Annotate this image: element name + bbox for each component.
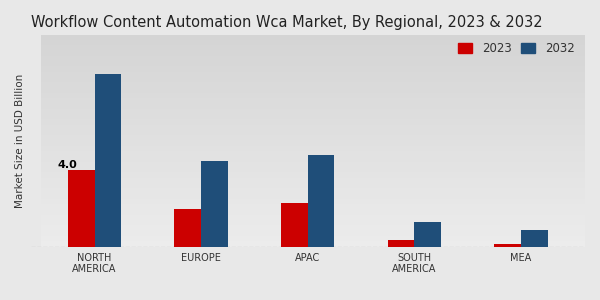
Y-axis label: Market Size in USD Billion: Market Size in USD Billion <box>15 74 25 208</box>
Bar <box>415 222 441 247</box>
Bar <box>494 244 521 247</box>
Bar <box>388 240 415 247</box>
Text: 4.0: 4.0 <box>58 160 77 170</box>
Text: Workflow Content Automation Wca Market, By Regional, 2023 & 2032: Workflow Content Automation Wca Market, … <box>31 15 542 30</box>
Bar <box>68 170 95 247</box>
Bar <box>521 230 548 247</box>
Bar <box>175 209 201 247</box>
Bar <box>281 203 308 247</box>
Bar <box>308 155 334 247</box>
Bar <box>201 160 228 247</box>
Legend: 2023, 2032: 2023, 2032 <box>454 37 579 59</box>
Bar <box>95 74 121 247</box>
